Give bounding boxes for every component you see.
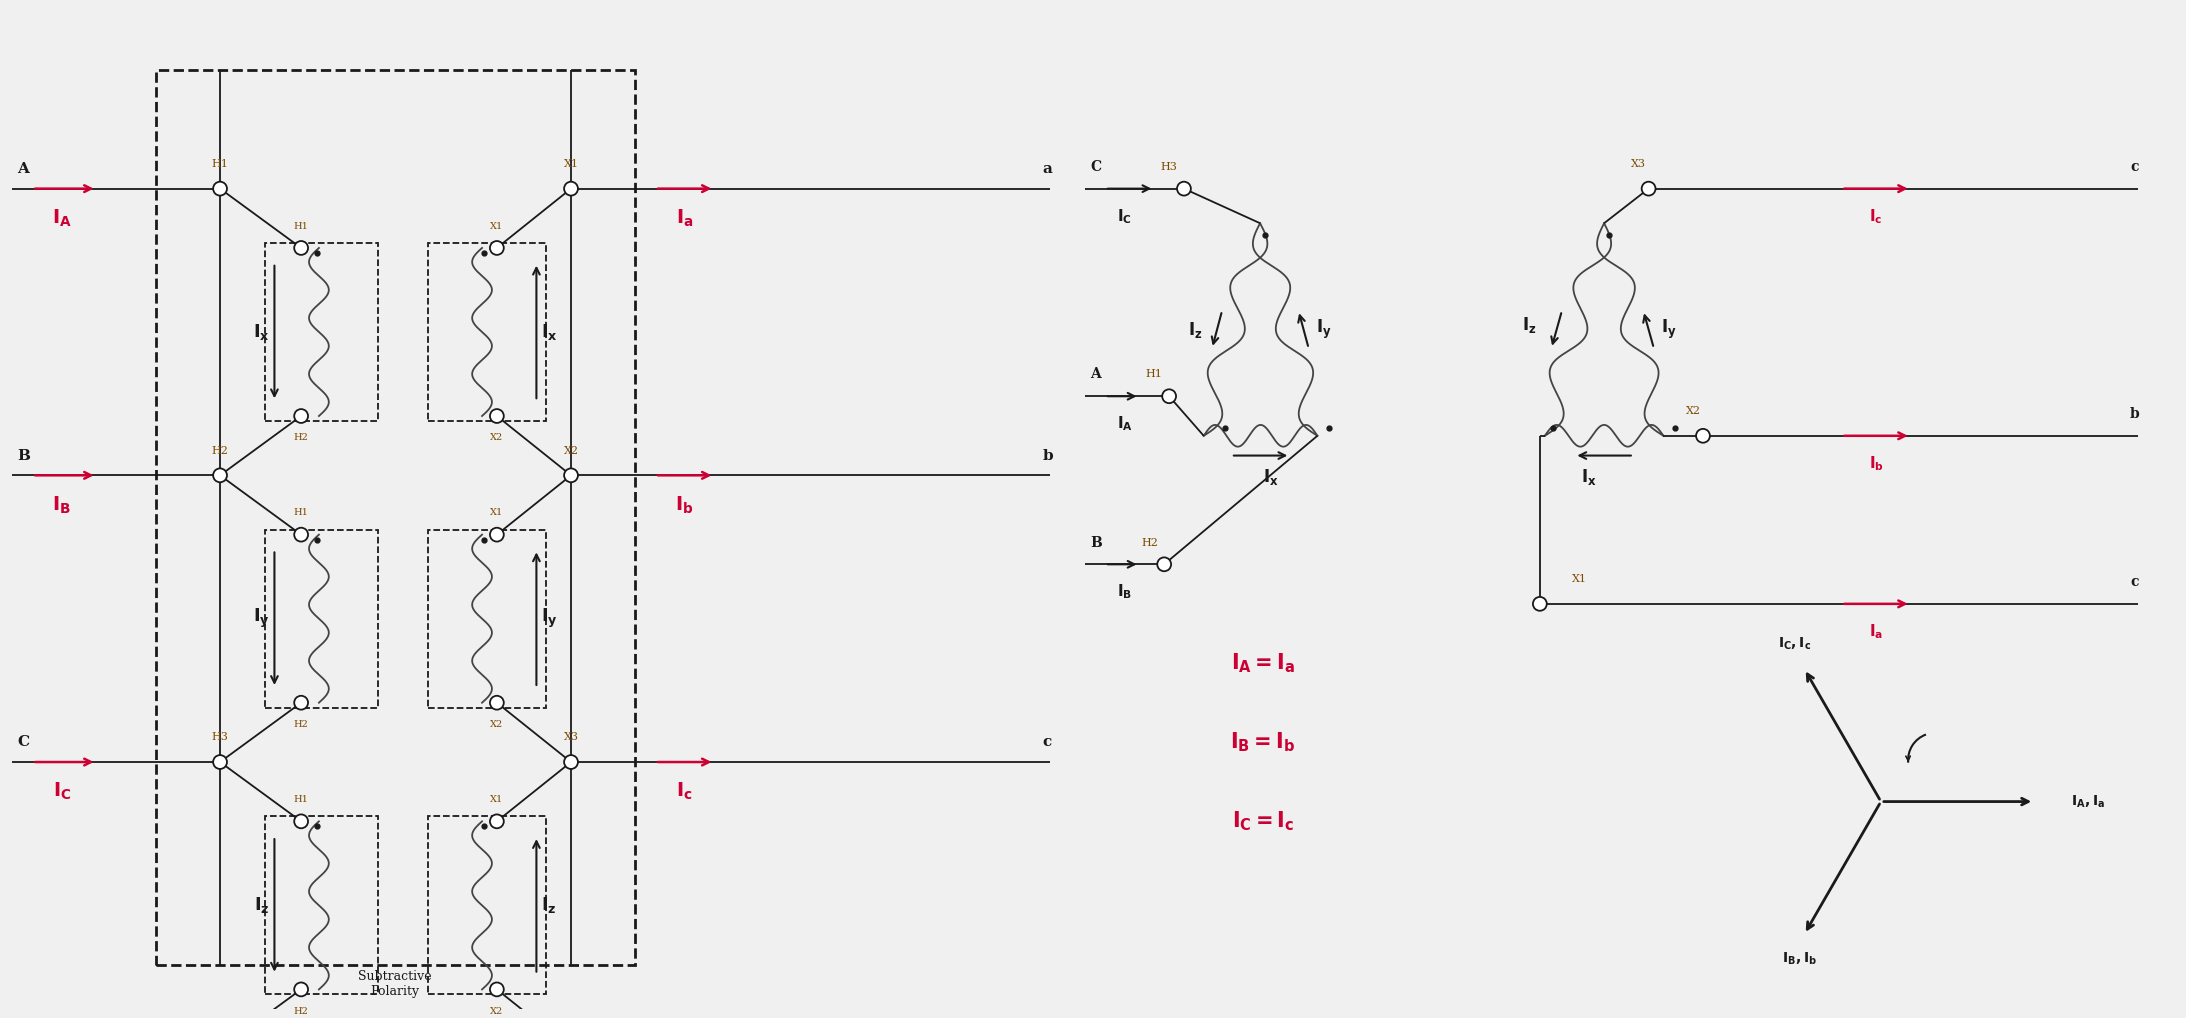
Text: A: A <box>17 162 28 176</box>
Text: b: b <box>1043 449 1054 462</box>
Text: $\mathbf{I_z}$: $\mathbf{I_z}$ <box>1187 320 1202 340</box>
Text: H1: H1 <box>293 222 308 231</box>
Circle shape <box>490 814 503 829</box>
Text: $\mathbf{I_y}$: $\mathbf{I_y}$ <box>542 607 557 630</box>
Text: X1: X1 <box>490 795 503 804</box>
Circle shape <box>1532 597 1548 611</box>
Circle shape <box>564 182 577 195</box>
Text: b: b <box>2129 407 2140 421</box>
Text: X2: X2 <box>564 446 579 456</box>
Text: c: c <box>1043 735 1051 749</box>
Circle shape <box>214 182 227 195</box>
Bar <box>265 529 378 708</box>
Circle shape <box>1163 389 1176 403</box>
Text: H3: H3 <box>212 732 230 742</box>
Text: B: B <box>1091 535 1102 550</box>
Text: $\mathbf{I_x}$: $\mathbf{I_x}$ <box>254 322 269 342</box>
Circle shape <box>295 241 308 254</box>
Circle shape <box>295 695 308 710</box>
Text: $\mathbf{I_y}$: $\mathbf{I_y}$ <box>1661 318 1677 341</box>
Text: C: C <box>1091 160 1102 174</box>
Text: H1: H1 <box>212 159 230 169</box>
Circle shape <box>564 755 577 769</box>
Text: H2: H2 <box>1141 538 1159 548</box>
Text: $\mathbf{I_y}$: $\mathbf{I_y}$ <box>1316 318 1331 341</box>
Text: c: c <box>2129 575 2138 589</box>
Text: $\mathbf{I_z}$: $\mathbf{I_z}$ <box>1521 315 1537 335</box>
Text: H3: H3 <box>1161 162 1178 172</box>
Circle shape <box>564 468 577 483</box>
Circle shape <box>295 527 308 542</box>
Text: X1: X1 <box>1572 574 1587 584</box>
Circle shape <box>214 468 227 483</box>
Text: $\mathbf{I_C}$: $\mathbf{I_C}$ <box>52 781 72 802</box>
Bar <box>428 816 546 995</box>
Text: $\mathbf{I_y}$: $\mathbf{I_y}$ <box>254 607 269 630</box>
Text: $\mathbf{I_B, I_b}$: $\mathbf{I_B, I_b}$ <box>1782 951 1817 967</box>
Circle shape <box>1642 182 1655 195</box>
Text: c: c <box>2129 160 2138 174</box>
Circle shape <box>490 409 503 422</box>
Circle shape <box>1176 182 1191 195</box>
Circle shape <box>490 695 503 710</box>
Circle shape <box>214 755 227 769</box>
Text: C: C <box>17 735 31 749</box>
Text: $\mathbf{I_a}$: $\mathbf{I_a}$ <box>1869 622 1882 641</box>
Text: $\mathbf{I_C, I_c}$: $\mathbf{I_C, I_c}$ <box>1777 636 1810 653</box>
Text: H2: H2 <box>293 434 308 442</box>
Circle shape <box>295 982 308 997</box>
Bar <box>265 816 378 995</box>
Text: H2: H2 <box>293 720 308 729</box>
Text: $\mathbf{I_c}$: $\mathbf{I_c}$ <box>675 781 693 802</box>
Text: $\mathbf{I_B}$: $\mathbf{I_B}$ <box>1117 582 1132 602</box>
Text: $\mathbf{I_z}$: $\mathbf{I_z}$ <box>542 896 557 915</box>
Text: B: B <box>17 449 31 462</box>
Text: $\mathbf{I_A, I_a}$: $\mathbf{I_A, I_a}$ <box>2072 793 2105 809</box>
Text: H2: H2 <box>212 446 230 456</box>
Text: A: A <box>1091 367 1102 382</box>
Circle shape <box>490 527 503 542</box>
Text: $\mathbf{I_A = I_a}$: $\mathbf{I_A = I_a}$ <box>1231 652 1294 675</box>
Text: $\mathbf{I_x}$: $\mathbf{I_x}$ <box>542 322 557 342</box>
Text: $\mathbf{I_A}$: $\mathbf{I_A}$ <box>1117 414 1132 434</box>
Circle shape <box>490 241 503 254</box>
Text: $\mathbf{I_a}$: $\mathbf{I_a}$ <box>675 208 693 229</box>
Text: X2: X2 <box>490 434 503 442</box>
Text: $\mathbf{I_b}$: $\mathbf{I_b}$ <box>1869 454 1884 472</box>
Circle shape <box>295 814 308 829</box>
Text: $\mathbf{I_B = I_b}$: $\mathbf{I_B = I_b}$ <box>1231 731 1296 754</box>
Text: $\mathbf{I_b}$: $\mathbf{I_b}$ <box>675 495 693 516</box>
Text: $\mathbf{I_B}$: $\mathbf{I_B}$ <box>52 495 72 516</box>
Bar <box>428 243 546 421</box>
Text: $\mathbf{I_z}$: $\mathbf{I_z}$ <box>254 896 269 915</box>
Text: H1: H1 <box>293 795 308 804</box>
Circle shape <box>1696 429 1709 443</box>
Text: $\mathbf{I_C}$: $\mathbf{I_C}$ <box>1117 207 1132 226</box>
Text: $\mathbf{I_x}$: $\mathbf{I_x}$ <box>1264 467 1279 488</box>
Circle shape <box>295 409 308 422</box>
Text: Subtractive
Polarity: Subtractive Polarity <box>359 970 433 999</box>
Text: $\mathbf{I_c}$: $\mathbf{I_c}$ <box>1869 207 1882 226</box>
Bar <box>155 70 636 965</box>
Circle shape <box>1156 558 1172 571</box>
Text: H1: H1 <box>1145 370 1163 380</box>
Bar <box>265 243 378 421</box>
Text: X2: X2 <box>490 720 503 729</box>
Text: X1: X1 <box>564 159 579 169</box>
Bar <box>428 529 546 708</box>
Text: $\mathbf{I_A}$: $\mathbf{I_A}$ <box>52 208 72 229</box>
Circle shape <box>490 982 503 997</box>
Text: H1: H1 <box>293 508 308 517</box>
Text: X1: X1 <box>490 508 503 517</box>
Text: X3: X3 <box>1631 159 1646 169</box>
Text: $\mathbf{I_x}$: $\mathbf{I_x}$ <box>1580 467 1598 488</box>
Text: $\mathbf{I_C = I_c}$: $\mathbf{I_C = I_c}$ <box>1231 809 1294 833</box>
Text: H2: H2 <box>293 1007 308 1016</box>
Text: X1: X1 <box>490 222 503 231</box>
Text: X2: X2 <box>1685 406 1701 416</box>
Text: a: a <box>1043 162 1051 176</box>
Text: X3: X3 <box>564 732 579 742</box>
Text: X2: X2 <box>490 1007 503 1016</box>
